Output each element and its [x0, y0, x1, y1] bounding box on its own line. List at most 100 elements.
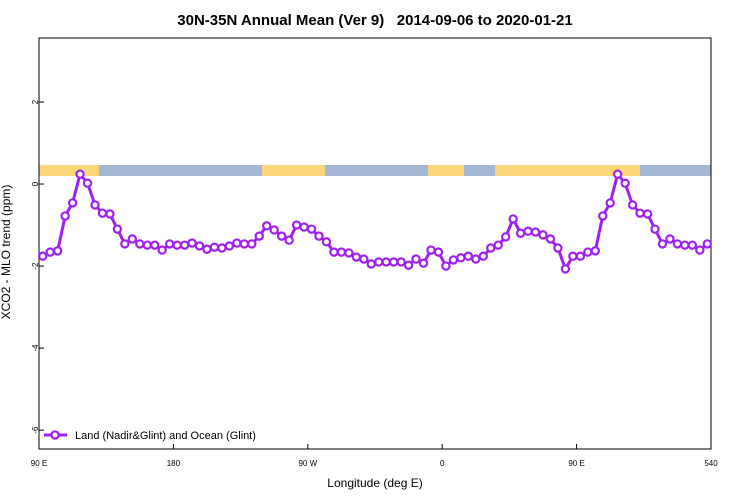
data-point [388, 257, 399, 267]
data-point [38, 251, 48, 261]
data-point [381, 257, 391, 267]
data-point [598, 211, 608, 221]
data-point [627, 200, 638, 210]
data-point [590, 246, 600, 256]
data-point [217, 243, 227, 253]
data-point [575, 251, 586, 261]
land-ocean-strip [39, 165, 711, 176]
data-point [67, 198, 78, 208]
x-tick-label: 540 [704, 459, 718, 468]
land-band [428, 165, 464, 176]
data-point [530, 227, 541, 237]
data-point [702, 239, 712, 249]
data-point [112, 224, 123, 234]
data-point [105, 209, 115, 219]
data-point [336, 247, 347, 257]
data-point [471, 254, 481, 264]
data-point [396, 257, 406, 267]
data-line [42, 172, 709, 271]
data-point [262, 221, 272, 231]
legend-label: Land (Nadir&Glint) and Ocean (Glint) [75, 430, 256, 442]
y-tick-label: -4 [31, 344, 40, 352]
data-point [568, 251, 578, 261]
data-point [695, 245, 705, 255]
data-point [553, 243, 563, 253]
data-point [374, 257, 384, 267]
data-point [486, 243, 496, 253]
data-point [299, 222, 309, 232]
data-point [463, 251, 474, 261]
data-point [620, 178, 630, 188]
data-point [359, 254, 369, 264]
data-point [441, 261, 451, 271]
data-point [269, 225, 279, 235]
data-point [150, 240, 160, 250]
data-point [232, 238, 242, 248]
data-point [672, 239, 683, 249]
data-point [172, 240, 182, 250]
data-point [45, 247, 55, 257]
data-point [560, 264, 571, 274]
x-tick-label: 90 W [298, 459, 317, 468]
data-point [411, 254, 421, 264]
chart-title: 30N-35N Annual Mean (Ver 9) 2014-09-06 t… [177, 12, 572, 29]
data-point [612, 169, 623, 179]
data-point [665, 234, 675, 244]
x-tick-label: 90 E [568, 459, 584, 468]
x-tick-label: 180 [167, 459, 181, 468]
data-point [276, 231, 287, 241]
y-axis-label: XCO2 - MLO trend (ppm) [0, 185, 13, 320]
data-point [500, 232, 511, 242]
data-point [545, 234, 556, 244]
y-tick-label: 0 [31, 181, 40, 186]
data-point [314, 231, 324, 241]
data-point [254, 231, 264, 241]
data-point [306, 224, 317, 234]
y-tick-label: -6 [31, 426, 40, 434]
data-point [52, 246, 63, 256]
ocean-band [39, 165, 711, 176]
data-point [478, 251, 488, 261]
data-point [90, 200, 100, 210]
data-point [187, 238, 197, 248]
data-point [284, 235, 294, 245]
data-point [75, 169, 85, 179]
x-axis-label: Longitude (deg E) [327, 476, 422, 490]
data-point [583, 247, 593, 257]
data-point [142, 240, 152, 250]
data-point [366, 259, 376, 269]
data-point [60, 211, 70, 221]
data-point [351, 252, 362, 262]
data-point [426, 245, 436, 255]
data-point [448, 255, 459, 265]
legend-marker [50, 430, 60, 440]
data-point [605, 198, 615, 208]
data-point [329, 247, 339, 257]
y-tick-label: 2 [31, 99, 40, 104]
data-point [680, 240, 690, 250]
land-band [262, 165, 325, 176]
data-point [239, 239, 250, 249]
data-point [179, 240, 190, 250]
data-point [635, 208, 645, 218]
data-point [135, 239, 145, 249]
data-point [687, 240, 698, 250]
data-point [650, 224, 660, 234]
x-tick-label: 0 [440, 459, 445, 468]
data-point [209, 242, 220, 252]
data-point [157, 245, 167, 255]
data-point [642, 209, 653, 219]
data-point [657, 239, 668, 249]
y-tick-label: -2 [31, 262, 40, 270]
data-point [523, 226, 533, 236]
x-tick-label: 90 E [31, 459, 47, 468]
land-band [39, 165, 99, 176]
data-point [418, 258, 429, 268]
data-point [344, 248, 354, 258]
land-band [495, 165, 640, 176]
data-point [247, 239, 257, 249]
data-point [127, 234, 138, 244]
data-point [538, 230, 548, 240]
